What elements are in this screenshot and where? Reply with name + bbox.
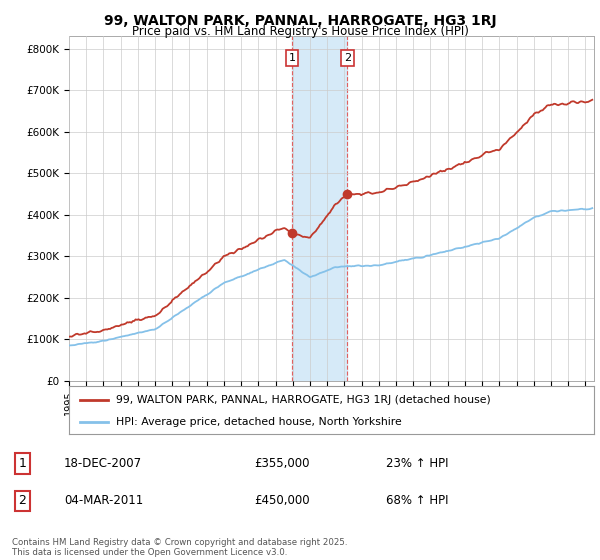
Text: £355,000: £355,000: [254, 457, 310, 470]
Text: Contains HM Land Registry data © Crown copyright and database right 2025.
This d: Contains HM Land Registry data © Crown c…: [12, 538, 347, 557]
Text: HPI: Average price, detached house, North Yorkshire: HPI: Average price, detached house, Nort…: [116, 417, 402, 427]
Text: 23% ↑ HPI: 23% ↑ HPI: [386, 457, 449, 470]
Text: 1: 1: [19, 457, 26, 470]
Text: 18-DEC-2007: 18-DEC-2007: [64, 457, 142, 470]
Bar: [292, 36, 347, 381]
Text: 68% ↑ HPI: 68% ↑ HPI: [386, 494, 449, 507]
Text: 2: 2: [19, 494, 26, 507]
Text: Price paid vs. HM Land Registry's House Price Index (HPI): Price paid vs. HM Land Registry's House …: [131, 25, 469, 38]
Text: 99, WALTON PARK, PANNAL, HARROGATE, HG3 1RJ (detached house): 99, WALTON PARK, PANNAL, HARROGATE, HG3 …: [116, 395, 491, 405]
Text: 99, WALTON PARK, PANNAL, HARROGATE, HG3 1RJ: 99, WALTON PARK, PANNAL, HARROGATE, HG3 …: [104, 14, 496, 28]
Text: 04-MAR-2011: 04-MAR-2011: [64, 494, 143, 507]
Text: 1: 1: [289, 53, 296, 63]
Text: 2: 2: [344, 53, 351, 63]
Text: £450,000: £450,000: [254, 494, 310, 507]
